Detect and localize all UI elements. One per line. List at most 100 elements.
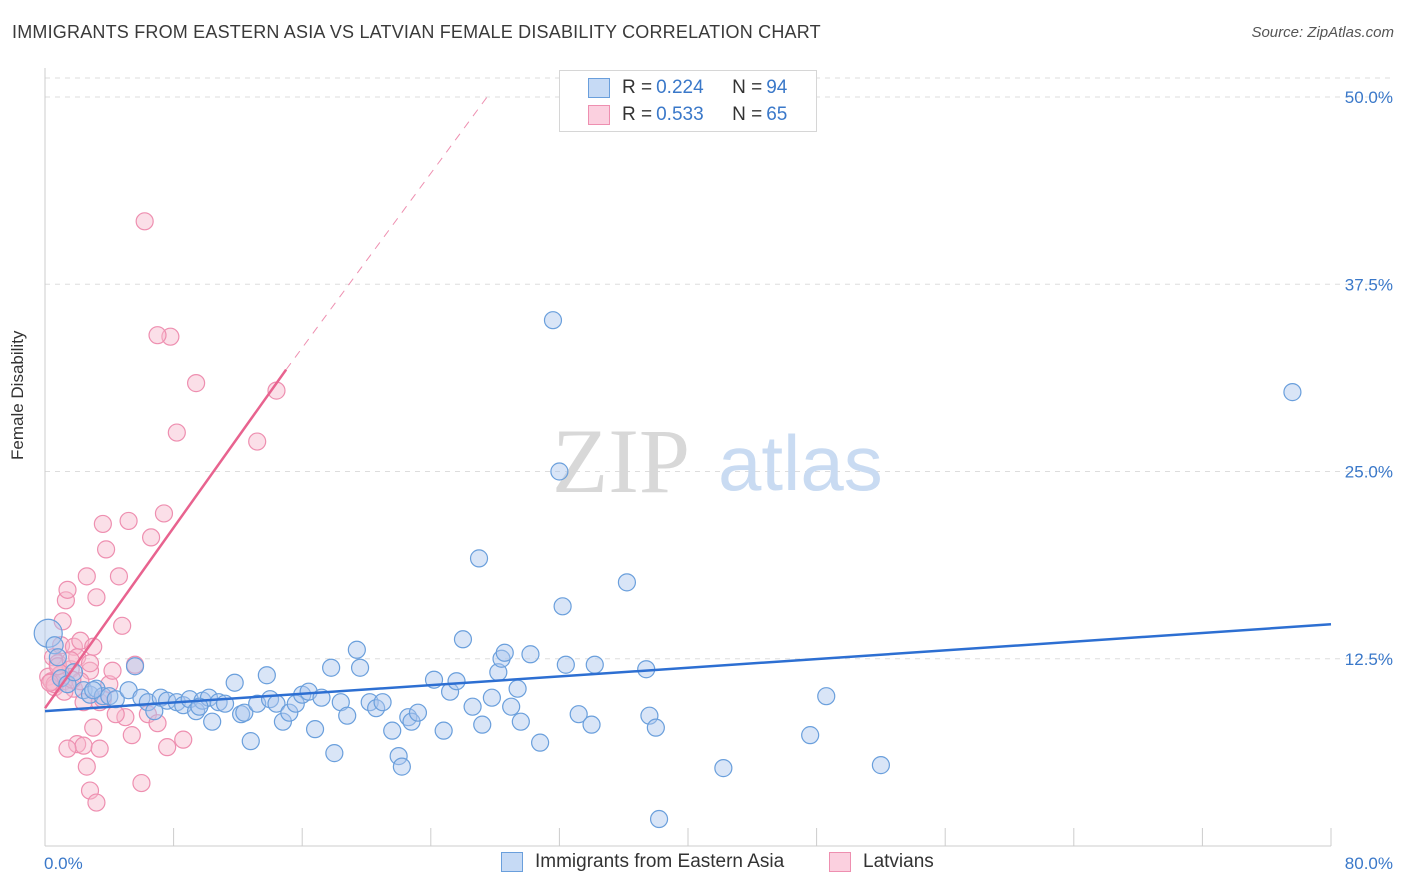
data-point-latvians	[141, 528, 161, 547]
tick-labels: 12.5% 25.0% 37.5% 50.0% 0.0% 80.0%	[44, 88, 1393, 873]
legend-r-label: R =	[622, 77, 653, 98]
data-point-latvians	[68, 735, 87, 754]
data-point-immigrants	[203, 712, 222, 731]
data-point-latvians	[132, 773, 151, 793]
legend-label: Immigrants from Eastern Asia	[535, 851, 785, 872]
data-point-latvians	[248, 432, 267, 451]
data-point-immigrants	[473, 715, 492, 734]
legend-n-value: 94	[766, 77, 788, 98]
legend-r-value: 0.224	[656, 77, 704, 98]
legend-n-value: 65	[766, 104, 788, 125]
data-point-immigrants	[347, 640, 366, 659]
data-point-immigrants	[241, 732, 260, 751]
data-point-immigrants	[463, 697, 482, 716]
data-point-immigrants	[322, 658, 341, 677]
data-point-immigrants	[389, 747, 408, 766]
data-point-immigrants	[373, 693, 392, 712]
data-point-immigrants	[225, 673, 244, 692]
data-point-immigrants	[511, 712, 530, 731]
correlation-legend: R = 0.224 N = 94 R = 0.533 N = 65	[559, 70, 817, 132]
data-point-immigrants	[482, 688, 501, 707]
legend-r-label: R =	[622, 104, 653, 125]
data-point-immigrants	[447, 672, 466, 691]
data-point-immigrants	[649, 809, 669, 829]
data-point-immigrants	[646, 718, 665, 737]
data-point-immigrants	[801, 726, 820, 745]
data-point-latvians	[135, 212, 154, 231]
legend-label: Latvians	[863, 851, 934, 872]
data-point-immigrants	[64, 663, 84, 682]
data-point-immigrants	[543, 311, 563, 330]
data-point-immigrants	[502, 697, 521, 716]
watermark: ZIP atlas	[552, 410, 883, 512]
legend-r-value: 0.533	[656, 104, 704, 125]
data-point-immigrants	[1283, 383, 1302, 402]
data-point-immigrants	[257, 666, 276, 685]
data-point-immigrants	[582, 715, 601, 734]
watermark-atlas: atlas	[718, 419, 883, 507]
y-axis-label: Female Disability	[8, 330, 27, 460]
data-point-latvians	[58, 739, 77, 758]
data-point-immigrants	[338, 706, 357, 725]
data-point-latvians	[158, 738, 177, 757]
data-point-immigrants	[305, 720, 325, 739]
data-point-latvians	[96, 540, 116, 559]
data-point-latvians	[103, 661, 122, 680]
series-latvians	[39, 212, 286, 812]
data-point-immigrants	[350, 658, 370, 677]
data-point-latvians	[77, 757, 96, 776]
data-point-immigrants	[569, 705, 588, 724]
trend-line-latvians	[43, 368, 288, 709]
data-point-latvians	[167, 423, 186, 442]
data-point-immigrants	[48, 648, 67, 667]
legend-item-immigrants[interactable]: Immigrants from Eastern Asia	[501, 851, 784, 873]
legend-swatch-pink	[588, 105, 610, 125]
data-point-latvians	[119, 511, 138, 531]
y-tick-label: 25.0%	[1345, 463, 1393, 482]
gridlines	[45, 77, 1392, 660]
trend-lines	[43, 96, 1332, 713]
y-tick-label: 50.0%	[1345, 88, 1393, 107]
data-point-immigrants	[617, 573, 637, 592]
data-point-latvians	[87, 793, 106, 812]
legend-swatch-pink	[829, 852, 851, 872]
legend-swatch-blue	[501, 852, 523, 872]
data-point-immigrants	[392, 757, 411, 776]
data-point-latvians	[84, 718, 103, 737]
x-tick-label: 0.0%	[44, 854, 83, 873]
data-point-latvians	[113, 616, 132, 635]
data-point-latvians	[80, 654, 100, 673]
data-point-latvians	[109, 567, 129, 586]
data-point-immigrants	[817, 687, 836, 706]
data-point-latvians	[93, 514, 112, 534]
trend-line-latvians-extrapolated	[285, 96, 488, 370]
y-tick-label: 37.5%	[1345, 275, 1393, 294]
data-point-latvians	[122, 726, 141, 745]
data-point-latvians	[53, 612, 72, 631]
watermark-zip: ZIP	[552, 410, 690, 512]
legend-swatch-blue	[588, 78, 610, 98]
data-point-immigrants	[325, 744, 344, 763]
data-point-immigrants	[273, 712, 293, 731]
data-point-latvians	[87, 588, 106, 607]
data-point-immigrants	[553, 597, 572, 616]
data-point-latvians	[58, 580, 77, 599]
data-point-immigrants	[402, 712, 421, 731]
data-point-immigrants	[190, 697, 209, 716]
data-point-immigrants	[521, 645, 540, 664]
data-point-immigrants	[45, 636, 64, 655]
data-point-latvians	[154, 504, 174, 523]
legend-row-pink: R = 0.533 N = 65	[588, 104, 787, 126]
data-point-immigrants	[453, 630, 473, 649]
data-point-immigrants	[408, 703, 428, 722]
data-point-immigrants	[871, 756, 891, 775]
data-point-immigrants	[280, 703, 299, 722]
legend-item-latvians[interactable]: Latvians	[829, 851, 934, 873]
data-point-immigrants	[33, 618, 63, 648]
data-point-immigrants	[106, 690, 125, 709]
data-point-immigrants	[508, 679, 527, 698]
data-point-latvians	[90, 739, 109, 758]
data-point-immigrants	[434, 721, 453, 740]
data-point-immigrants	[84, 681, 103, 700]
data-point-immigrants	[469, 549, 489, 568]
